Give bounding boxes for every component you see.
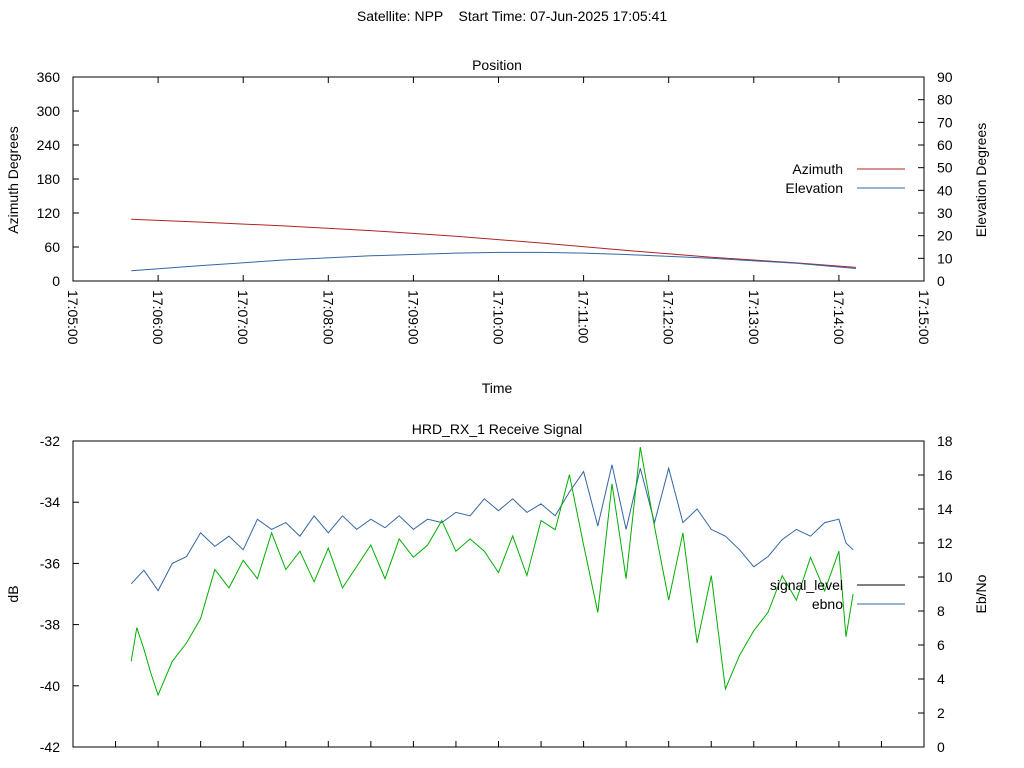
db-tick-label: -40: [40, 678, 60, 694]
elevation-tick-label: 30: [937, 205, 953, 221]
time-tick-label: 17:15:00: [916, 290, 932, 345]
time-tick-label: 17:13:00: [746, 290, 762, 345]
signal-plot-frame: [72, 440, 925, 748]
elevation-series-line: [131, 251, 856, 272]
time-tick-label: 17:14:00: [831, 290, 847, 345]
azimuth-tick-label: 180: [37, 171, 61, 187]
ebno-tick-label: 8: [937, 603, 945, 619]
ebno-tick-label: 14: [937, 501, 953, 517]
db-tick-label: -36: [40, 555, 60, 571]
ebno-tick-label: 6: [937, 637, 945, 653]
position-chart: Position Azimuth Degrees Elevation Degre…: [5, 57, 989, 396]
signal-level-legend-label: signal_level: [770, 577, 843, 593]
position-axis-ticks: 0 60 120 180 240 300 360 0 10 20 30 40 50 60 70 80 90 17:…: [37, 69, 953, 345]
ebno-series-line: [130, 464, 854, 592]
time-tick-label: 17:06:00: [150, 290, 166, 345]
ebno-tick-label: 4: [937, 671, 945, 687]
db-tick-label: -34: [40, 494, 60, 510]
page-title: Satellite: NPP Start Time: 07-Jun-2025 1…: [356, 8, 668, 24]
db-tick-label: -32: [40, 433, 60, 449]
azimuth-legend-label: Azimuth: [792, 161, 843, 177]
time-tick-label: 17:09:00: [405, 290, 421, 345]
elevation-tick-label: 90: [937, 69, 953, 85]
position-series: [131, 218, 856, 272]
position-plot-frame: [72, 76, 925, 282]
azimuth-tick-label: 300: [37, 103, 61, 119]
db-tick-label: -42: [40, 739, 60, 755]
db-axis-label: dB: [5, 585, 21, 602]
elevation-tick-label: 50: [937, 160, 953, 176]
ebno-tick-label: 0: [937, 739, 945, 755]
signal-chart-title: HRD_RX_1 Receive Signal: [412, 421, 582, 437]
signal-level-series-line: [130, 447, 854, 697]
time-tick-label: 17:08:00: [320, 290, 336, 345]
elevation-tick-label: 20: [937, 228, 953, 244]
position-legend: Azimuth Elevation: [785, 161, 905, 196]
elevation-tick-label: 10: [937, 250, 953, 266]
ebno-axis-label: Eb/No: [973, 574, 989, 613]
ebno-tick-label: 16: [937, 467, 953, 483]
signal-series: [130, 447, 854, 697]
elevation-legend-label: Elevation: [785, 180, 843, 196]
ebno-tick-label: 18: [937, 433, 953, 449]
signal-axis-ticks: -42 -40 -38 -36 -34 -32 0 2 4 6 8 10 12 14 16 18: [40, 433, 953, 755]
db-tick-label: -38: [40, 617, 60, 633]
time-axis-label: Time: [482, 380, 513, 396]
time-tick-label: 17:10:00: [491, 290, 507, 345]
ebno-tick-label: 12: [937, 535, 953, 551]
elevation-tick-label: 70: [937, 114, 953, 130]
elevation-tick-label: 0: [937, 273, 945, 289]
azimuth-series-line: [131, 218, 856, 268]
azimuth-tick-label: 360: [37, 69, 61, 85]
azimuth-tick-label: 0: [52, 273, 60, 289]
elevation-tick-label: 40: [937, 182, 953, 198]
azimuth-tick-label: 60: [44, 239, 60, 255]
ebno-legend-label: ebno: [812, 596, 843, 612]
ebno-tick-label: 2: [937, 705, 945, 721]
receive-signal-chart: HRD_RX_1 Receive Signal dB Eb/No -42-40-…: [5, 421, 989, 755]
azimuth-axis-label: Azimuth Degrees: [5, 126, 21, 233]
azimuth-tick-label: 240: [37, 137, 61, 153]
time-tick-label: 17:11:00: [576, 290, 592, 344]
time-tick-label: 17:05:00: [65, 290, 81, 345]
elevation-tick-label: 60: [937, 137, 953, 153]
time-tick-label: 17:12:00: [661, 290, 677, 345]
position-chart-title: Position: [472, 57, 522, 73]
azimuth-tick-label: 120: [37, 205, 61, 221]
elevation-tick-label: 80: [937, 92, 953, 108]
time-tick-label: 17:07:00: [235, 290, 251, 345]
ebno-tick-label: 10: [937, 569, 953, 585]
elevation-axis-label: Elevation Degrees: [973, 123, 989, 237]
